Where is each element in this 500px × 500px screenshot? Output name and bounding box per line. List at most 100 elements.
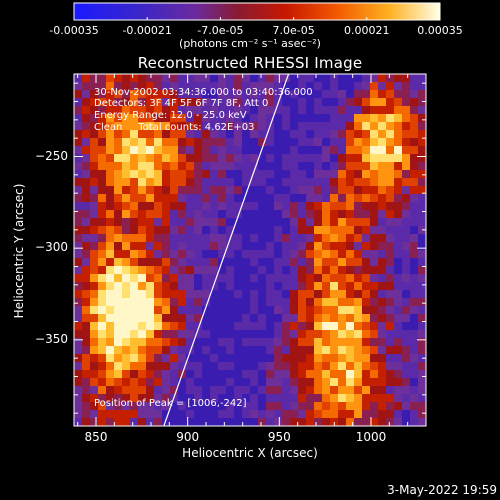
heatmap-cell xyxy=(210,418,219,426)
heatmap-cell xyxy=(242,330,251,339)
heatmap-cell xyxy=(410,402,419,411)
heatmap-cell xyxy=(114,98,123,107)
heatmap-cell xyxy=(194,122,203,131)
heatmap-cell xyxy=(322,130,331,139)
heatmap-cell xyxy=(250,90,259,99)
heatmap-cell xyxy=(250,250,259,259)
heatmap-cell xyxy=(162,170,171,179)
heatmap-cell xyxy=(170,402,179,411)
heatmap-cell xyxy=(290,178,299,187)
heatmap-cell xyxy=(266,410,275,419)
heatmap-cell xyxy=(90,370,99,379)
heatmap-cell xyxy=(394,90,403,99)
heatmap-cell xyxy=(370,306,379,315)
heatmap-cell xyxy=(338,402,347,411)
heatmap-cell xyxy=(138,338,147,347)
heatmap-cell xyxy=(370,186,379,195)
heatmap-cell xyxy=(106,90,115,99)
heatmap-cell xyxy=(138,114,147,123)
heatmap-cell xyxy=(234,266,243,275)
heatmap-cell xyxy=(122,162,131,171)
heatmap-cell xyxy=(306,346,315,355)
heatmap-cell xyxy=(170,210,179,219)
heatmap-cell xyxy=(146,178,155,187)
heatmap-cell xyxy=(226,394,235,403)
heatmap-cell xyxy=(202,258,211,267)
heatmap-cell xyxy=(402,186,411,195)
heatmap-cell xyxy=(338,194,347,203)
heatmap-cell xyxy=(330,410,339,419)
heatmap-cell xyxy=(154,234,163,243)
heatmap-cell xyxy=(314,282,323,291)
heatmap-cell xyxy=(170,298,179,307)
heatmap-cell xyxy=(330,202,339,211)
heatmap-cell xyxy=(178,74,187,83)
heatmap-cell xyxy=(122,362,131,371)
heatmap-cell xyxy=(274,186,283,195)
heatmap-cell xyxy=(282,306,291,315)
heatmap-cell xyxy=(338,290,347,299)
heatmap-cell xyxy=(258,250,267,259)
heatmap-cell xyxy=(378,314,387,323)
heatmap-cell xyxy=(74,162,83,171)
heatmap-cell xyxy=(130,106,139,115)
heatmap-cell xyxy=(146,298,155,307)
heatmap-cell xyxy=(330,138,339,147)
heatmap-cell xyxy=(378,178,387,187)
heatmap-cell xyxy=(130,354,139,363)
colorbar-unit-label: (photons cm⁻² s⁻¹ asec⁻²) xyxy=(179,37,321,50)
heatmap-cell xyxy=(274,202,283,211)
heatmap-cell xyxy=(346,178,355,187)
heatmap-cell xyxy=(210,250,219,259)
heatmap-cell xyxy=(234,386,243,395)
heatmap-cell xyxy=(418,242,426,251)
heatmap-cell xyxy=(178,314,187,323)
heatmap-cell xyxy=(154,98,163,107)
heatmap-cell xyxy=(74,250,83,259)
heatmap-cell xyxy=(362,194,371,203)
heatmap-cell xyxy=(226,298,235,307)
heatmap-cell xyxy=(226,162,235,171)
heatmap-cell xyxy=(74,234,83,243)
heatmap-cell xyxy=(330,306,339,315)
heatmap-cell xyxy=(82,154,91,163)
heatmap-cell xyxy=(298,346,307,355)
heatmap-cell xyxy=(370,266,379,275)
heatmap-cell xyxy=(418,210,426,219)
heatmap-cell xyxy=(114,138,123,147)
heatmap-cell xyxy=(154,410,163,419)
heatmap-cell xyxy=(274,138,283,147)
heatmap-cell xyxy=(130,82,139,91)
heatmap-cell xyxy=(258,106,267,115)
heatmap-cell xyxy=(394,418,403,426)
heatmap-cell xyxy=(226,266,235,275)
heatmap-cell xyxy=(218,218,227,227)
heatmap-cell xyxy=(226,242,235,251)
heatmap-cell xyxy=(74,418,83,426)
heatmap-cell xyxy=(394,218,403,227)
heatmap-cell xyxy=(154,138,163,147)
heatmap-cell xyxy=(170,354,179,363)
heatmap-cell xyxy=(74,114,83,123)
heatmap-cell xyxy=(418,394,426,403)
heatmap-cell xyxy=(202,410,211,419)
heatmap-cell xyxy=(210,90,219,99)
heatmap-cell xyxy=(250,82,259,91)
heatmap-cell xyxy=(282,354,291,363)
heatmap-cell xyxy=(338,266,347,275)
heatmap-cell xyxy=(394,282,403,291)
heatmap-cell xyxy=(354,106,363,115)
heatmap-cell xyxy=(74,354,83,363)
heatmap-cell xyxy=(242,274,251,283)
heatmap-cell xyxy=(378,290,387,299)
heatmap-cell xyxy=(74,386,83,395)
heatmap-cell xyxy=(170,162,179,171)
heatmap-cell xyxy=(338,378,347,387)
heatmap-cell xyxy=(338,122,347,131)
heatmap-cell xyxy=(242,122,251,131)
heatmap-cell xyxy=(266,234,275,243)
heatmap-cell xyxy=(154,290,163,299)
heatmap-cell xyxy=(258,194,267,203)
heatmap-cell xyxy=(106,258,115,267)
heatmap-cell xyxy=(234,98,243,107)
